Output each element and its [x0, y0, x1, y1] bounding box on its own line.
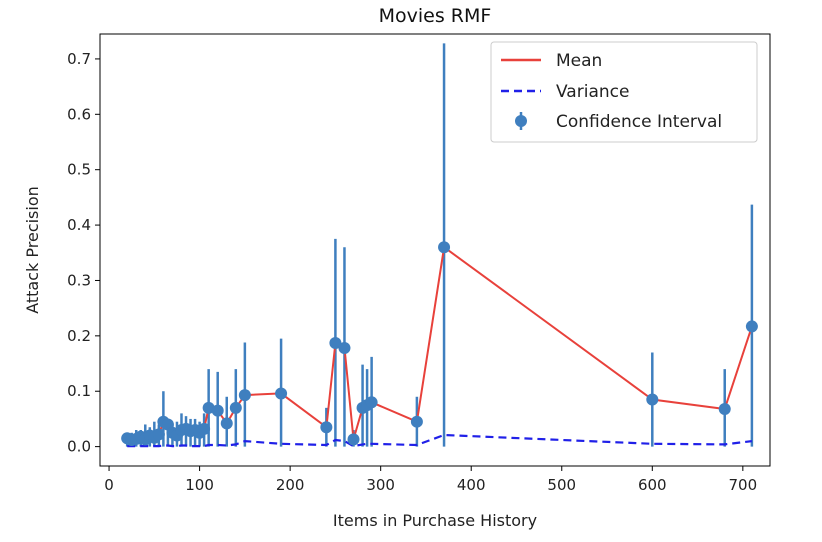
legend-box	[490, 41, 758, 143]
x-tick-label: 500	[547, 476, 576, 494]
x-tick-label: 100	[185, 476, 214, 494]
legend: Mean Variance Confidence Interval	[490, 41, 758, 143]
data-point	[745, 320, 758, 333]
y-tick-label: 0.3	[67, 271, 91, 289]
data-point	[347, 433, 360, 446]
y-tick-label: 0.0	[67, 438, 91, 456]
x-tick-label: 400	[457, 476, 486, 494]
y-axis-ticks: 0.0 0.1 0.2 0.3 0.4 0.5 0.6 0.7	[67, 50, 100, 456]
data-point	[202, 401, 215, 414]
x-tick-label: 600	[638, 476, 667, 494]
chart-title: Movies RMF	[379, 5, 492, 27]
data-point	[238, 389, 251, 402]
data-point	[338, 342, 351, 355]
x-tick-label: 700	[729, 476, 758, 494]
data-point	[410, 415, 423, 428]
x-axis-ticks: 0 100 200 300 400 500 600 700	[104, 466, 757, 494]
y-tick-label: 0.2	[67, 327, 91, 345]
plot-area	[121, 43, 758, 448]
data-point	[718, 402, 731, 415]
data-point	[275, 387, 288, 400]
y-tick-label: 0.4	[67, 216, 91, 234]
data-point	[152, 428, 165, 441]
x-tick-label: 0	[104, 476, 114, 494]
y-axis-label: Attack Precision	[23, 186, 42, 314]
data-point	[646, 393, 659, 406]
data-point	[329, 337, 342, 350]
data-point	[198, 422, 211, 435]
x-tick-label: 200	[276, 476, 305, 494]
y-tick-label: 0.1	[67, 382, 91, 400]
data-point	[229, 401, 242, 414]
x-axis-label: Items in Purchase History	[333, 511, 537, 530]
plot-frame	[99, 33, 771, 467]
x-tick-label: 300	[366, 476, 395, 494]
legend-mean-label: Mean	[556, 51, 602, 71]
variance-line	[127, 433, 753, 448]
data-point	[365, 396, 378, 409]
legend-variance-label: Variance	[556, 82, 629, 102]
y-tick-label: 0.5	[67, 161, 91, 179]
legend-ci-label: Confidence Interval	[556, 112, 722, 132]
data-point	[220, 417, 233, 430]
y-tick-label: 0.7	[67, 50, 91, 68]
data-point	[438, 241, 451, 254]
data-point	[320, 421, 333, 434]
confidence-interval-markers	[121, 241, 758, 446]
y-tick-label: 0.6	[67, 105, 91, 123]
legend-ci-marker-swatch	[515, 115, 527, 127]
data-point	[211, 404, 224, 417]
